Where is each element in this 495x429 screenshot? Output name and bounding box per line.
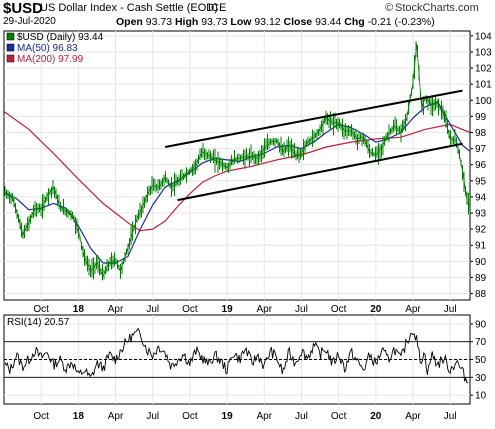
legend-entry: $USD (Daily) 93.44 [17,32,104,43]
legend-swatch [6,54,15,63]
close-label: Close [283,16,313,28]
price-x-tick-label: 18 [73,304,85,315]
price-line [3,43,471,277]
rsi-x-tick-label: Oct [182,411,198,422]
legend-entry: MA(200) 97.99 [17,54,84,65]
rsi-panel: 10 30 50 70 90 Oct 18 Apr Jul Oct 19 Apr Jul Oct 20 Apr… [3,314,487,422]
chg-label: Chg [344,16,365,28]
price-y-tick-label: 92 [475,225,487,236]
price-y-tick-label: 99 [475,112,487,123]
rsi-title: RSI(14) 20.57 [7,317,70,328]
rsi-x-tick-label: Oct [331,411,347,422]
lower-channel-line [177,142,463,202]
price-y-tick-label: 96 [475,160,487,171]
price-panel-frame [3,30,471,301]
rsi-y-tick-label: 50 [475,355,487,366]
rsi-x-tick-label: Oct [33,411,49,422]
brand-label: StockCharts.com [395,2,479,14]
rsi-x-tick-label: Jul [146,411,159,422]
price-y-tick-label: 98 [475,128,487,139]
stockcharts-logo-icon: © [385,2,394,14]
price-y-tick-label: 94 [475,192,487,203]
price-y-tick-label: 89 [475,273,487,284]
price-y-tick-label: 90 [475,257,487,268]
rsi-x-tick-label: Apr [256,411,272,422]
rsi-x-tick-label: Apr [108,411,124,422]
rsi-x-tick-label: 18 [73,411,85,422]
rsi-y-tick-label: 10 [475,391,487,402]
rsi-x-tick-label: 19 [222,411,234,422]
price-y-tick-label: 100 [475,96,492,107]
price-x-tick-label: Oct [182,304,198,315]
rsi-x-tick-label: Jul [444,411,457,422]
chart-instrument-name: US Dollar Index - Cash Settle (EOD) [40,2,218,14]
ohlc-readout: Open 93.73 High 93.73 Low 93.12 Close 93… [116,17,435,28]
price-x-tick-label: 19 [222,304,234,315]
price-y-tick-label: 88 [475,289,487,300]
price-panel: 88 89 90 91 92 93 94 95 96 97 98 99 100 101 102 103 104 O… [3,30,492,315]
open-value: 93.73 [145,16,173,28]
chart-date: 29-Jul-2020 [3,16,56,27]
price-y-tick-label: 97 [475,144,487,155]
high-label: High [174,16,199,28]
rsi-x-tick-label: 20 [370,411,382,422]
rsi-x-tick-label: Apr [405,411,421,422]
close-value: 93.44 [315,16,342,28]
open-label: Open [116,16,143,28]
price-y-tick-label: 101 [475,80,492,91]
upper-channel-line [164,89,463,148]
low-label: Low [230,16,252,28]
rsi-y-tick-label: 90 [475,319,487,330]
ma200-line [3,111,471,232]
price-x-tick-label: Apr [405,304,421,315]
chg-value: -0.21 (-0.23%) [367,16,435,28]
price-y-tick-label: 104 [475,31,492,42]
rsi-x-tick-label: Jul [295,411,308,422]
high-value: 93.73 [201,16,228,28]
price-y-tick-label: 103 [475,47,492,58]
price-x-tick-label: Jul [146,304,159,315]
price-y-tick-label: 93 [475,209,487,220]
price-x-tick-label: Oct [33,304,49,315]
price-y-tick-label: 91 [475,241,487,252]
price-x-tick-label: 20 [370,304,382,315]
price-y-tick-label: 95 [475,176,487,187]
price-x-tick-label: Jul [295,304,308,315]
legend-swatch [6,32,15,41]
price-y-tick-label: 102 [475,64,492,75]
chart-exchange: ICE [208,2,227,14]
price-x-tick-label: Apr [256,304,272,315]
price-x-tick-label: Oct [331,304,347,315]
price-x-tick-label: Jul [444,304,457,315]
legend-swatch [6,43,15,52]
chart-symbol: $USD [3,0,44,17]
rsi-line [4,327,469,384]
rsi-y-tick-label: 70 [475,337,487,348]
low-value: 93.12 [254,16,281,28]
price-x-tick-label: Apr [108,304,124,315]
legend-entry: MA(50) 96.83 [17,43,78,54]
rsi-y-tick-label: 30 [475,373,487,384]
